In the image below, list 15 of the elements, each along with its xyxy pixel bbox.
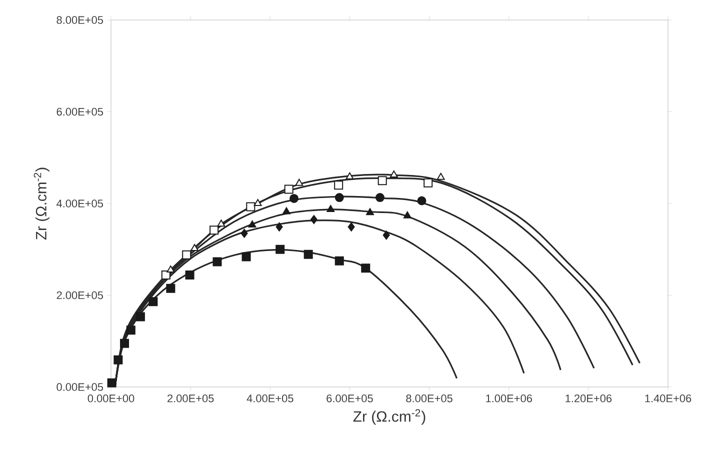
y-axis-title: Zr (Ω.cm$^{-2}$) bbox=[34, 168, 50, 240]
x-tick-label: 2.00E+05 bbox=[168, 394, 214, 402]
y-tick-label: 8.00E+05 bbox=[56, 16, 104, 24]
y-tick-label: 4.00E+05 bbox=[56, 200, 104, 208]
x-tick-label: 4.00E+05 bbox=[246, 394, 294, 402]
x-tick-label: 8.00E+05 bbox=[406, 394, 452, 402]
x-tick-label: 1.40E+06 bbox=[645, 394, 692, 402]
x-tick-label: 0.00E+00 bbox=[88, 394, 134, 402]
y-tick-label: 2.00E+05 bbox=[56, 291, 104, 300]
x-tick-label: 6.00E+05 bbox=[326, 394, 373, 402]
x-axis-title: Zr (Ω.cm$^{-2}$) bbox=[353, 409, 426, 425]
x-tick-label: 1.20E+06 bbox=[566, 394, 612, 402]
y-tick-label: 0.00E+05 bbox=[56, 383, 104, 391]
y-tick-label: 6.00E+05 bbox=[56, 108, 104, 116]
x-tick-label: 1.00E+06 bbox=[486, 394, 532, 402]
